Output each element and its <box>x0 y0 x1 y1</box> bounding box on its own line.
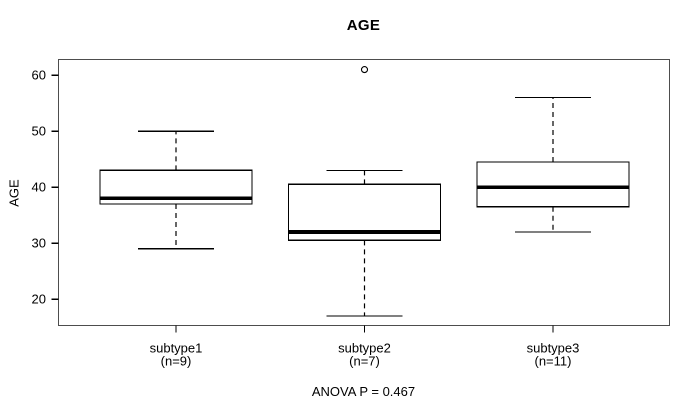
y-tick-label: 20 <box>32 292 46 307</box>
x-group-sublabel: (n=7) <box>349 354 380 369</box>
x-group-label: subtype1 <box>150 341 203 356</box>
y-tick-label: 60 <box>32 68 46 83</box>
y-tick-label: 30 <box>32 236 46 251</box>
x-group-sublabel: (n=11) <box>535 354 572 369</box>
anova-note: ANOVA P = 0.467 <box>311 384 416 399</box>
box-subtype3 <box>476 161 630 208</box>
x-group-label: subtype3 <box>527 341 580 356</box>
x-group-sublabel: (n=9) <box>161 354 192 369</box>
outlier-point <box>360 66 369 74</box>
x-group-label: subtype2 <box>338 341 391 356</box>
y-tick-label: 50 <box>32 124 46 139</box>
chart-title: AGE <box>346 17 381 34</box>
y-tick-label: 40 <box>32 180 46 195</box>
